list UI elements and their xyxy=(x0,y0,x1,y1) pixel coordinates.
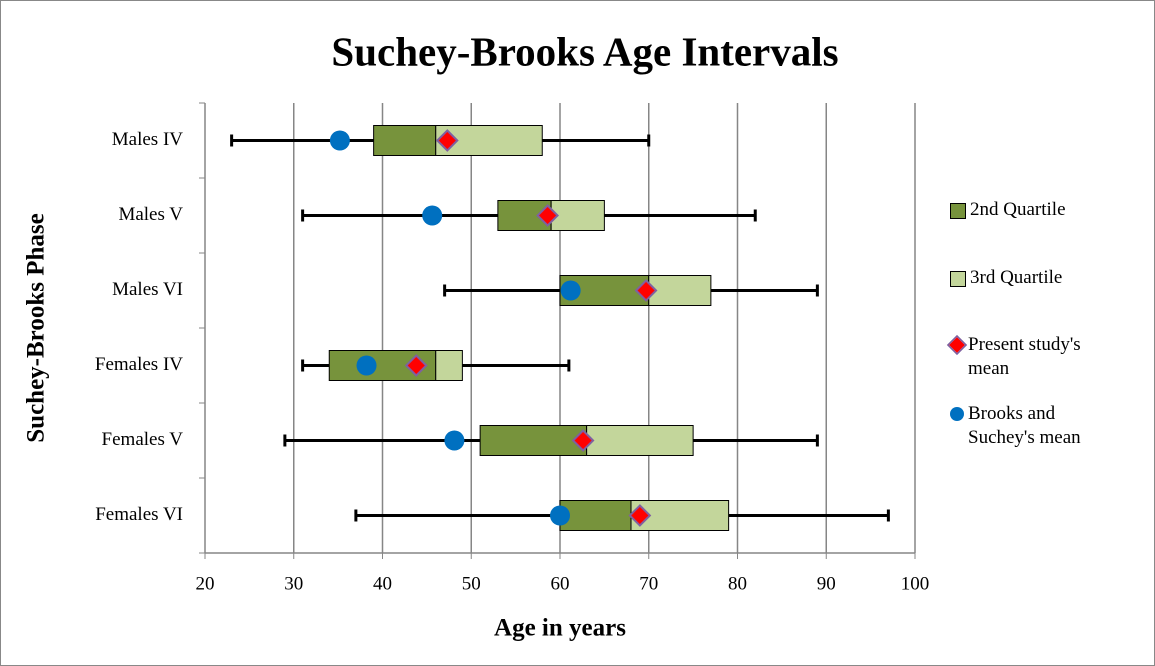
y-axis-label: Suchey-Brooks Phase xyxy=(23,213,50,442)
present-mean xyxy=(536,204,559,227)
present-mean xyxy=(634,279,658,302)
legend-swatch xyxy=(946,334,968,356)
brooks-mean xyxy=(356,355,377,376)
y-tick-label: Females VI xyxy=(95,504,183,525)
legend-swatch xyxy=(950,203,966,219)
legend-item: Present study's mean xyxy=(946,333,1120,381)
legend-label: 2nd Quartile xyxy=(970,199,1066,220)
box-q3 xyxy=(586,425,694,456)
y-tick-label: Males IV xyxy=(112,129,184,150)
present-mean xyxy=(404,354,428,377)
brooks-mean xyxy=(444,430,465,451)
chart-title: Suchey-Brooks Age Intervals xyxy=(331,28,838,74)
y-tick-label: Males VI xyxy=(112,279,183,300)
box-q2 xyxy=(479,425,588,456)
brooks-mean xyxy=(560,280,581,301)
present-mean xyxy=(571,429,595,452)
box-q3 xyxy=(648,275,712,306)
box-q2 xyxy=(373,125,437,156)
legend-label: 3rd Quartile xyxy=(970,267,1063,288)
box-q2 xyxy=(559,500,632,531)
brooks-mean xyxy=(422,205,443,226)
y-tick-label: Females IV xyxy=(95,354,183,375)
x-axis-label: Age in years xyxy=(494,615,626,642)
legend-label: Present study's mean xyxy=(968,334,1081,379)
x-tick-label: 50 xyxy=(462,573,481,594)
x-tick-label: 100 xyxy=(901,573,930,594)
brooks-mean xyxy=(329,130,350,151)
legend-item: Brooks and Suchey's mean xyxy=(950,402,1120,450)
present-mean xyxy=(435,129,459,152)
legend-swatch xyxy=(950,407,964,421)
box-q3 xyxy=(435,350,463,381)
x-tick-label: 40 xyxy=(373,573,392,594)
legend-item: 3rd Quartile xyxy=(950,266,1120,290)
x-tick-label: 90 xyxy=(817,573,836,594)
box-q3 xyxy=(550,200,605,231)
legend-swatch xyxy=(950,271,966,287)
brooks-mean xyxy=(550,505,570,526)
legend-label: Brooks and Suchey's mean xyxy=(968,403,1081,448)
y-tick-label: Females V xyxy=(102,429,184,450)
y-tick-label: Males V xyxy=(118,204,183,225)
x-tick-label: 30 xyxy=(284,573,303,594)
x-tick-label: 80 xyxy=(728,573,747,594)
present-mean xyxy=(628,504,652,527)
x-tick-label: 20 xyxy=(196,573,215,594)
x-tick-label: 60 xyxy=(551,573,570,594)
x-tick-label: 70 xyxy=(639,573,658,594)
legend-item: 2nd Quartile xyxy=(950,198,1120,222)
